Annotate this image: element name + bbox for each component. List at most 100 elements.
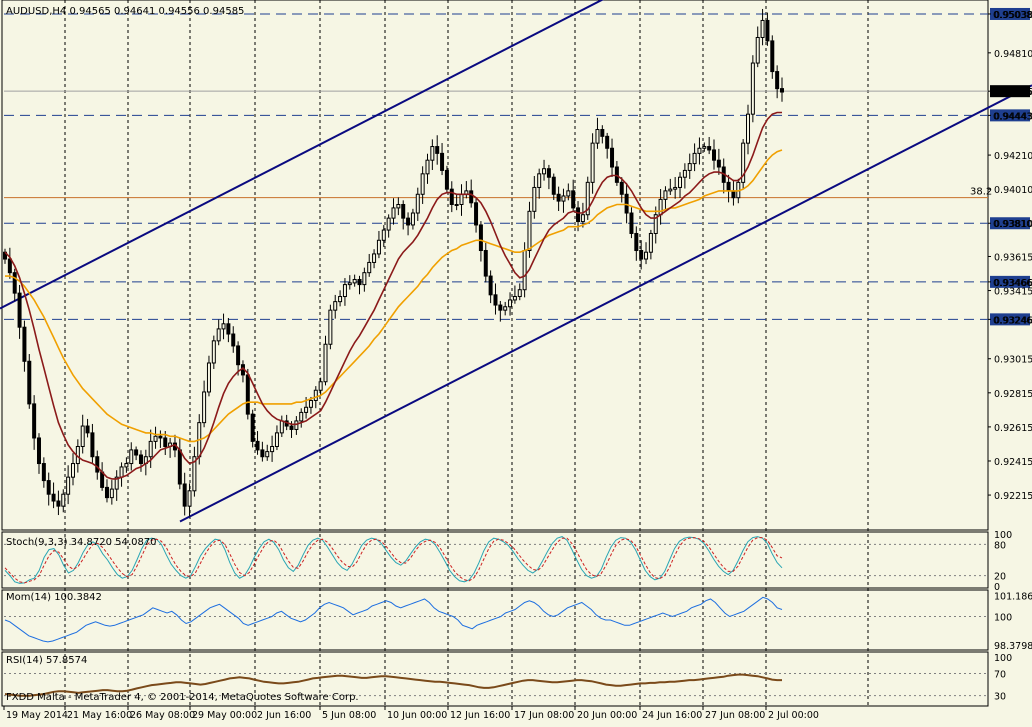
candle-body: [36, 437, 41, 465]
candle-body: [119, 466, 124, 478]
candle-body: [318, 381, 323, 391]
candle-body: [532, 186, 537, 212]
candle-body: [498, 304, 503, 311]
candle-body: [561, 195, 566, 202]
lower-channel-line[interactable]: [179, 84, 1032, 523]
candle-body: [95, 456, 100, 473]
candle-body: [333, 301, 338, 311]
candle-body: [250, 413, 255, 442]
y-axis-label: 0.92615: [994, 423, 1032, 434]
grid-layer: [1, 0, 989, 707]
candle-body: [260, 449, 265, 458]
candle-body: [420, 173, 425, 195]
indicator-y-label: 100: [994, 613, 1012, 624]
candle-body: [124, 463, 129, 468]
candle-body: [32, 403, 37, 439]
candle-body: [493, 294, 498, 306]
candle-body: [488, 275, 493, 296]
candle-body: [362, 272, 367, 286]
y-axis-label: 0.92215: [994, 491, 1032, 502]
candle-body: [70, 463, 75, 478]
candle-body: [673, 186, 678, 190]
candle-body: [357, 278, 362, 286]
candle-body: [512, 296, 517, 301]
level-price-tag-text: 0.95038: [993, 10, 1032, 21]
stochastic-panel[interactable]: [4, 536, 988, 584]
x-axis-label: 24 Jun 16:00: [642, 710, 702, 721]
x-axis-label: 26 May 08:00: [130, 710, 195, 721]
y-axis-label: 0.94585: [994, 87, 1032, 98]
candle-body: [192, 456, 197, 492]
level-price-tag: [990, 217, 1030, 230]
candle-body: [352, 278, 357, 284]
candle-body: [401, 204, 406, 219]
candle-body: [381, 229, 386, 241]
candle-body: [386, 217, 391, 231]
candle-body: [304, 406, 309, 413]
candle-body: [440, 152, 445, 171]
y-axis-label: 0.94810: [994, 49, 1032, 60]
candle-body: [741, 142, 746, 183]
y-axis-label: 0.93015: [994, 355, 1032, 366]
candle-body: [503, 306, 508, 311]
candle-body: [687, 163, 692, 171]
moving-average-fast: [4, 111, 782, 480]
candle-body: [634, 232, 639, 252]
candle-body: [245, 374, 250, 415]
candle-body: [182, 483, 187, 507]
candle-body: [469, 190, 474, 204]
rsi-panel[interactable]: [4, 672, 988, 697]
candle-body: [648, 232, 653, 253]
candle-body: [537, 173, 542, 188]
candle-body: [221, 323, 226, 330]
candle-body: [114, 476, 119, 490]
candle-body: [367, 261, 372, 274]
candle-body: [61, 493, 66, 507]
candle-body: [211, 340, 216, 364]
candle-body: [556, 193, 561, 202]
indicator-series-line: [4, 537, 783, 584]
candle-body: [610, 147, 615, 168]
candle-body: [308, 399, 313, 408]
candle-body: [134, 449, 139, 456]
current-price-tag-text: 0.94585: [993, 87, 1032, 98]
y-axis-label: 0.92415: [994, 457, 1032, 468]
candle-body: [726, 181, 731, 192]
candle-body: [231, 333, 236, 347]
candle-body: [323, 343, 328, 383]
candle-body: [85, 425, 90, 434]
candle-body: [580, 214, 585, 223]
candle-body: [750, 62, 755, 115]
candle-body: [415, 193, 420, 214]
candle-body: [668, 188, 673, 192]
candle-body: [187, 490, 192, 507]
candle-body: [712, 149, 717, 161]
indicator-y-label: 100: [994, 653, 1012, 664]
indicator-y-label: 0: [994, 582, 1000, 593]
indicator-y-label: 100: [994, 530, 1012, 541]
candle-body: [571, 190, 576, 209]
x-axis-label: 20 Jun 00:00: [577, 710, 637, 721]
y-axis-label: 0.92815: [994, 389, 1032, 400]
candle-body: [644, 251, 649, 260]
indicator-series-line: [4, 673, 782, 697]
main-price-panel[interactable]: 38.2: [0, 0, 1032, 523]
x-axis-label: 2 Jun 16:00: [257, 710, 311, 721]
candle-body: [731, 190, 736, 199]
candle-body: [104, 486, 109, 499]
candle-body: [692, 152, 697, 165]
candle-body: [716, 159, 721, 168]
candle-body: [566, 190, 571, 197]
level-price-tag: [990, 7, 1030, 20]
candle-body: [27, 360, 32, 405]
upper-channel-line[interactable]: [0, 0, 625, 310]
candle-body: [7, 258, 12, 274]
candle-body: [294, 420, 299, 430]
candle-body: [255, 440, 260, 451]
indicator-series-line: [4, 536, 783, 584]
candle-body: [454, 204, 459, 207]
panel-frame-stoch: [1, 531, 989, 589]
momentum-panel[interactable]: [4, 596, 988, 643]
candle-body: [80, 425, 85, 447]
